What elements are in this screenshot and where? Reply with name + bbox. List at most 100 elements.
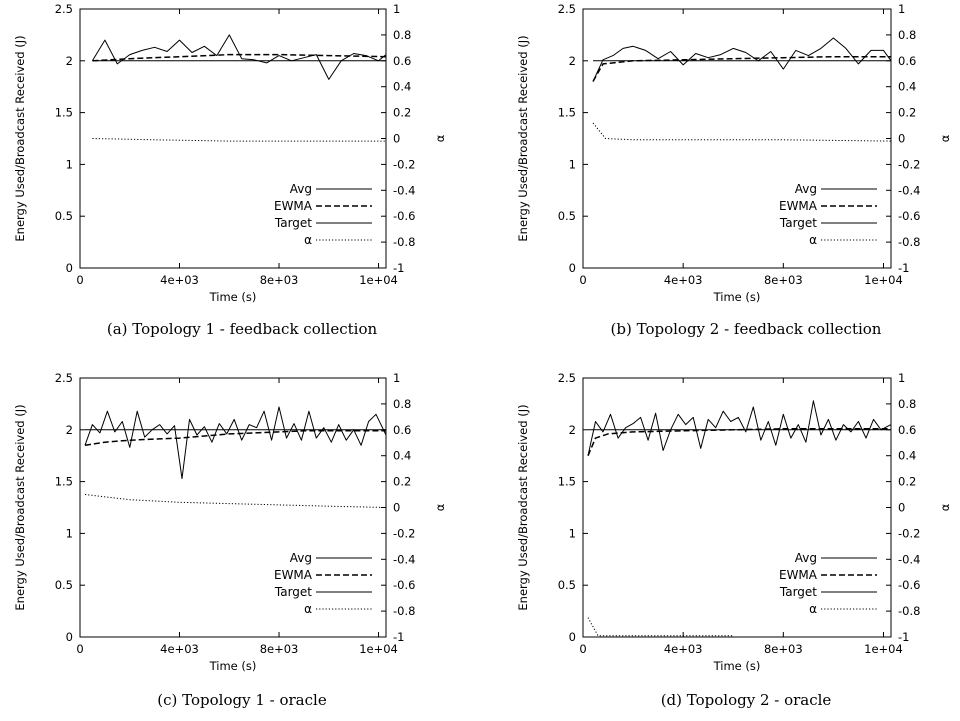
y2-tick-label: -0.6 [393,578,415,592]
y-tick-label: 2.5 [55,371,73,385]
legend-label: Target [779,216,817,230]
y2-tick-label: 1 [393,371,400,385]
x-tick-label: 0 [579,642,586,656]
x-tick-label: 4e+03 [160,273,199,287]
y2-tick-label: 0.6 [898,423,916,437]
legend-label: EWMA [779,199,818,213]
x-tick-label: 1e+04 [359,642,398,656]
legend-label: EWMA [274,199,313,213]
y-tick-label: 1.5 [55,475,73,489]
y-tick-label: 1 [569,526,576,540]
y2-tick-label: -0.2 [898,526,920,540]
y2-tick-label: 0 [898,501,905,515]
x-tick-label: 4e+03 [664,273,703,287]
y-tick-label: 0.5 [558,209,576,223]
y2-tick-label: 0.4 [898,449,916,463]
legend-label: α [809,602,817,616]
y-tick-label: 1 [66,157,73,171]
y2-axis-label: α [938,503,952,511]
legend-label: Avg [290,551,312,565]
y2-tick-label: 0.8 [393,28,411,42]
x-tick-label: 1e+04 [359,273,398,287]
x-tick-label: 1e+04 [864,273,903,287]
y2-tick-label: -1 [393,630,404,644]
x-tick-label: 8e+03 [260,273,299,287]
y2-tick-label: -0.6 [393,209,415,223]
y2-tick-label: -0.6 [898,209,920,223]
x-tick-label: 0 [579,273,586,287]
legend-label: EWMA [274,568,313,582]
y2-tick-label: 0.6 [393,54,411,68]
x-tick-label: 0 [76,642,83,656]
series-line-avg [587,400,892,456]
x-tick-label: 8e+03 [260,642,299,656]
y-tick-label: 1.5 [558,475,576,489]
y-tick-label: 1 [66,526,73,540]
legend-label: Avg [290,182,312,196]
series-line-ewma [84,430,386,447]
x-tick-label: 0 [76,273,83,287]
y2-tick-label: 0.6 [393,423,411,437]
y2-tick-label: -0.4 [898,552,920,566]
y2-axis-label: α [938,134,952,142]
legend-label: Target [274,216,312,230]
y-tick-label: 2 [569,54,576,68]
y-tick-label: 1.5 [558,106,576,120]
y2-tick-label: 0.2 [393,106,411,120]
y-tick-label: 2.5 [55,2,73,16]
y2-tick-label: -0.8 [393,235,415,249]
series-line-ewma [587,428,891,456]
y-tick-label: 0 [66,261,73,275]
y2-axis-label: α [433,134,447,142]
x-tick-label: 4e+03 [160,642,199,656]
plot-frame [79,8,387,269]
y2-tick-label: 1 [898,371,905,385]
x-axis-label: Time (s) [209,290,257,304]
y-tick-label: 0.5 [55,578,73,592]
y2-tick-label: -1 [898,630,909,644]
series-line- [587,617,734,637]
y2-tick-label: 0 [393,132,400,146]
y2-tick-label: -0.8 [393,604,415,618]
series-line-avg [592,37,892,82]
series-line- [84,494,387,508]
series-line-ewma [92,53,387,62]
y-tick-label: 2 [66,54,73,68]
y2-tick-label: -0.8 [898,235,920,249]
y-tick-label: 0.5 [55,209,73,223]
plot-frame [582,377,892,638]
y2-tick-label: 0.4 [898,80,916,94]
y2-tick-label: 0.8 [898,397,916,411]
legend-label: Target [274,585,312,599]
y-tick-label: 2 [569,423,576,437]
legend-label: α [304,233,312,247]
y2-tick-label: 1 [393,2,400,16]
series-line- [92,138,386,142]
x-tick-label: 8e+03 [764,273,803,287]
y2-tick-label: 0.8 [898,28,916,42]
y-tick-label: 2.5 [558,2,576,16]
x-axis-label: Time (s) [209,659,257,673]
y2-tick-label: -1 [393,261,404,275]
series-line- [592,122,892,142]
legend-label: α [809,233,817,247]
y-tick-label: 0.5 [558,578,576,592]
y-tick-label: 1 [569,157,576,171]
y2-tick-label: -0.2 [393,157,415,171]
y2-tick-label: 0.4 [393,80,411,94]
series-line-avg [91,34,387,80]
y2-tick-label: 0 [898,132,905,146]
y-tick-label: 0 [569,261,576,275]
y-tick-label: 1.5 [55,106,73,120]
y2-tick-label: -1 [898,261,909,275]
y2-tick-label: -0.6 [898,578,920,592]
legend-label: Avg [795,551,817,565]
y2-tick-label: -0.8 [898,604,920,618]
figure-caption: (b) Topology 2 - feedback collection [611,320,882,338]
x-axis-label: Time (s) [713,290,761,304]
y-axis-label: Energy Used/Broadcast Received (J) [13,404,27,610]
y2-tick-label: 1 [898,2,905,16]
plot-frame [79,377,387,638]
y-axis-label: Energy Used/Broadcast Received (J) [13,35,27,241]
